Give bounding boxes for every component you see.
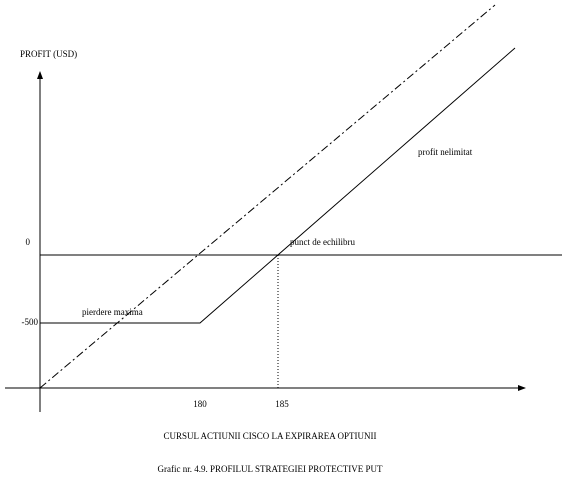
protective-put-line [40,47,516,324]
x-axis-label: CURSUL ACTIUNII CISCO LA EXPIRAREA OPTIU… [164,431,377,441]
annotation: pierdere maxima [82,307,143,317]
y-tick-label: 0 [26,237,31,247]
x-tick-label: 180 [193,399,207,409]
annotation: profit nelimitat [418,147,473,157]
annotation: punct de echilibru [290,237,355,247]
y-axis-label: PROFIT (USD) [20,49,77,59]
stock-line [39,4,496,389]
y-tick-label: -500 [22,317,39,327]
caption: Grafic nr. 4.9. PROFILUL STRATEGIEI PROT… [158,464,383,474]
x-tick-label: 185 [275,399,289,409]
